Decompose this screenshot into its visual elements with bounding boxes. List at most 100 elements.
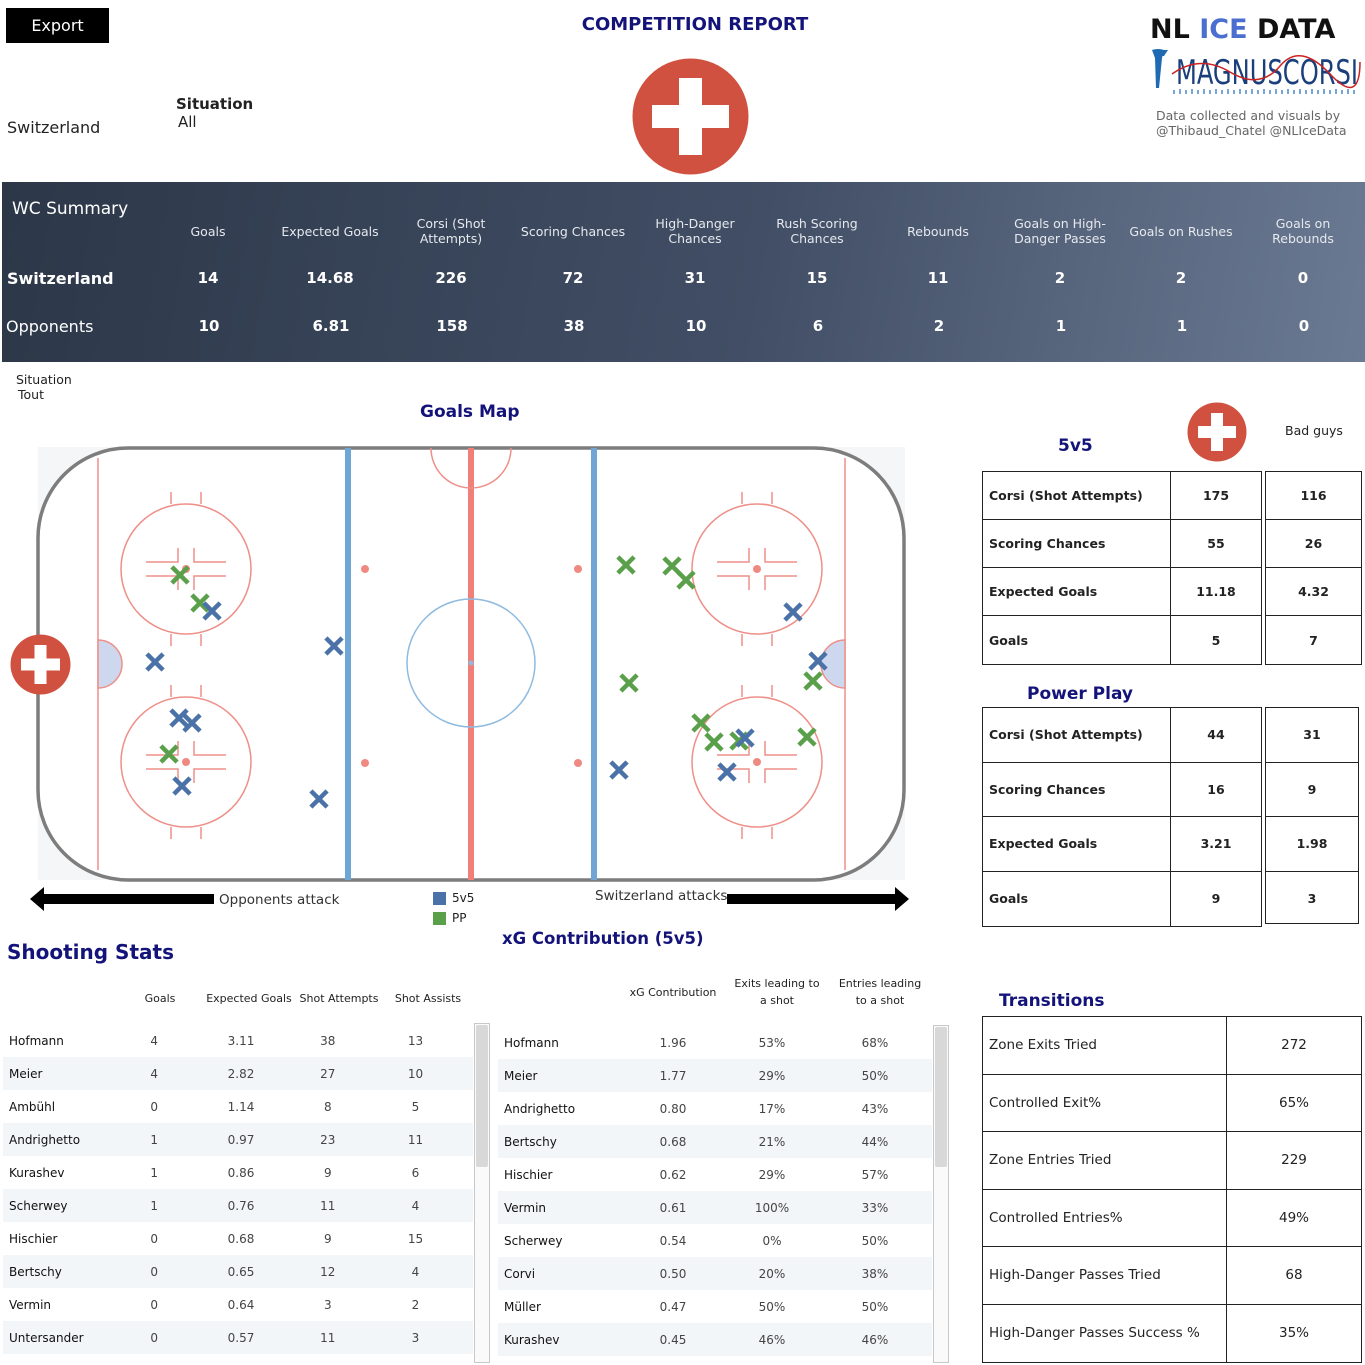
table-cell: 10: [407, 1066, 424, 1081]
summary-value: 2: [1054, 269, 1066, 287]
summary-value: 6: [812, 317, 824, 335]
goal-marker-5v5[interactable]: [783, 602, 803, 622]
player-name: Hischier: [9, 1231, 58, 1246]
table-row[interactable]: Vermin 0.61 100% 33%: [498, 1191, 932, 1224]
summary-value: 31: [684, 269, 706, 287]
legend-swatch: [433, 911, 446, 925]
legend-item-5v5[interactable]: 5v5: [433, 888, 474, 908]
stat-opp-value: 7: [1309, 632, 1318, 648]
summary-value: 11: [927, 269, 949, 287]
table-cell: 1.96: [659, 1035, 687, 1050]
goal-marker-pp[interactable]: [616, 555, 636, 575]
stat-label: Expected Goals: [983, 568, 1171, 615]
table-row[interactable]: Hischier 0.62 29% 57%: [498, 1158, 932, 1191]
goal-marker-pp[interactable]: [619, 673, 639, 693]
goal-marker-5v5[interactable]: [145, 652, 165, 672]
table-cell: 3: [411, 1330, 420, 1345]
table-row[interactable]: Untersander 0 0.57 11 3: [3, 1321, 473, 1354]
goal-marker-pp[interactable]: [676, 570, 696, 590]
transitions-table: Zone Exits Tried 272 Controlled Exit% 65% Zo…: [982, 1016, 1362, 1363]
table-row[interactable]: Hofmann 4 3.11 38 13: [3, 1024, 473, 1057]
svg-text:MAGNUSCORSI: MAGNUSCORSI: [1176, 53, 1358, 93]
stat-label: Scoring Chances: [983, 762, 1171, 816]
export-button[interactable]: Export: [6, 8, 109, 43]
goal-marker-5v5[interactable]: [735, 728, 755, 748]
goal-marker-5v5[interactable]: [309, 789, 329, 809]
table-row[interactable]: Corvi 0.50 20% 38%: [498, 1257, 932, 1290]
table-cell: 0.65: [227, 1264, 255, 1279]
shooting-stats-table[interactable]: Hofmann 4 3.11 38 13 Meier 4 2.82 27 10 Ambühl 0 1.1…: [3, 1024, 473, 1365]
table-row[interactable]: Hischier 0 0.68 9 15: [3, 1222, 473, 1255]
table-cell: 8: [323, 1099, 332, 1114]
player-name: Kurashev: [9, 1165, 65, 1180]
goal-marker-pp[interactable]: [159, 744, 179, 764]
goal-marker-pp[interactable]: [662, 556, 682, 576]
goal-marker-pp[interactable]: [691, 713, 711, 733]
goal-marker-5v5[interactable]: [808, 651, 828, 671]
table-cell: 12: [320, 1264, 336, 1279]
table-row[interactable]: Meier 1.77 29% 50%: [498, 1059, 932, 1092]
table-row[interactable]: Bertschy 0.68 21% 44%: [498, 1125, 932, 1158]
table-row[interactable]: Kurashev 1 0.86 9 6: [3, 1156, 473, 1189]
table-row[interactable]: Hofmann 1.96 53% 68%: [498, 1026, 932, 1059]
shooting-scrollbar[interactable]: [474, 1023, 490, 1363]
scroll-thumb[interactable]: [935, 1027, 947, 1167]
goal-marker-5v5[interactable]: [169, 708, 189, 728]
stat-opp-value: 3: [1307, 891, 1317, 907]
goal-marker-5v5[interactable]: [182, 713, 202, 733]
table-cell: 50%: [861, 1068, 889, 1083]
goal-marker-pp[interactable]: [704, 732, 724, 752]
scroll-thumb[interactable]: [476, 1025, 488, 1167]
table-row[interactable]: Kurashev 0.45 46% 46%: [498, 1323, 932, 1356]
player-name: Ambühl: [9, 1099, 56, 1114]
stat-row: 116: [1266, 472, 1361, 520]
table-cell: 0.57: [227, 1330, 255, 1345]
goal-marker-pp[interactable]: [170, 565, 190, 585]
table-row[interactable]: Müller 0.47 50% 50%: [498, 1290, 932, 1323]
table-row[interactable]: Andrighetto 1 0.97 23 11: [3, 1123, 473, 1156]
xg-scrollbar[interactable]: [933, 1025, 949, 1363]
situation-filter[interactable]: All: [178, 113, 197, 131]
opponents-attack-label: Opponents attack: [219, 892, 340, 908]
goal-marker-pp[interactable]: [803, 671, 823, 691]
table-row[interactable]: Ambühl 0 1.14 8 5: [3, 1090, 473, 1123]
legend-item-pp[interactable]: PP: [433, 908, 474, 928]
goal-marker-pp[interactable]: [190, 593, 210, 613]
table-row[interactable]: Bertschy 0 0.65 12 4: [3, 1255, 473, 1288]
table-row[interactable]: Vermin 0 0.64 3 2: [3, 1288, 473, 1321]
table-cell: 38: [320, 1033, 336, 1048]
table-row[interactable]: Scherwey 0.54 0% 50%: [498, 1224, 932, 1257]
opponent-label: Bad guys: [1285, 423, 1343, 438]
table-cell: 0.97: [227, 1132, 255, 1147]
transition-label: Zone Entries Tried: [983, 1132, 1227, 1189]
goal-marker-5v5[interactable]: [202, 601, 222, 621]
stat-opp-value: 31: [1303, 727, 1321, 743]
col-header: Expected Goals: [206, 992, 292, 1005]
goal-marker-5v5[interactable]: [324, 636, 344, 656]
table-cell: 50%: [861, 1299, 889, 1314]
transition-label: High-Danger Passes Tried: [983, 1247, 1227, 1304]
table-row[interactable]: Scherwey 1 0.76 11 4: [3, 1189, 473, 1222]
summary-value: 15: [806, 269, 828, 287]
stat-row: Expected Goals 11.18: [983, 568, 1261, 616]
table-row[interactable]: Meier 4 2.82 27 10: [3, 1057, 473, 1090]
goal-marker-5v5[interactable]: [717, 762, 737, 782]
summary-value: 0: [1298, 317, 1310, 335]
table-cell: 57%: [861, 1167, 889, 1182]
brand-logo: NL ICE DATA MAGNUSCORSI: [1150, 14, 1361, 94]
goal-marker-5v5[interactable]: [609, 760, 629, 780]
table-cell: 0.54: [659, 1233, 687, 1248]
player-name: Andrighetto: [504, 1101, 576, 1116]
table-cell: 0.50: [659, 1266, 687, 1281]
goal-marker-5v5[interactable]: [172, 776, 192, 796]
player-name: Corvi: [504, 1266, 536, 1281]
col-header: Goals: [144, 992, 176, 1005]
player-name: Hofmann: [9, 1033, 64, 1048]
table-cell: 0.80: [659, 1101, 687, 1116]
table-row[interactable]: Andrighetto 0.80 17% 43%: [498, 1092, 932, 1125]
situation-label: Situation: [176, 95, 254, 113]
table-cell: 2: [411, 1297, 420, 1312]
xg-contribution-table[interactable]: Hofmann 1.96 53% 68% Meier 1.77 29% 50% Andrighe…: [498, 1026, 932, 1365]
goal-marker-pp[interactable]: [797, 727, 817, 747]
map-situation-filter[interactable]: Tout: [18, 387, 44, 402]
